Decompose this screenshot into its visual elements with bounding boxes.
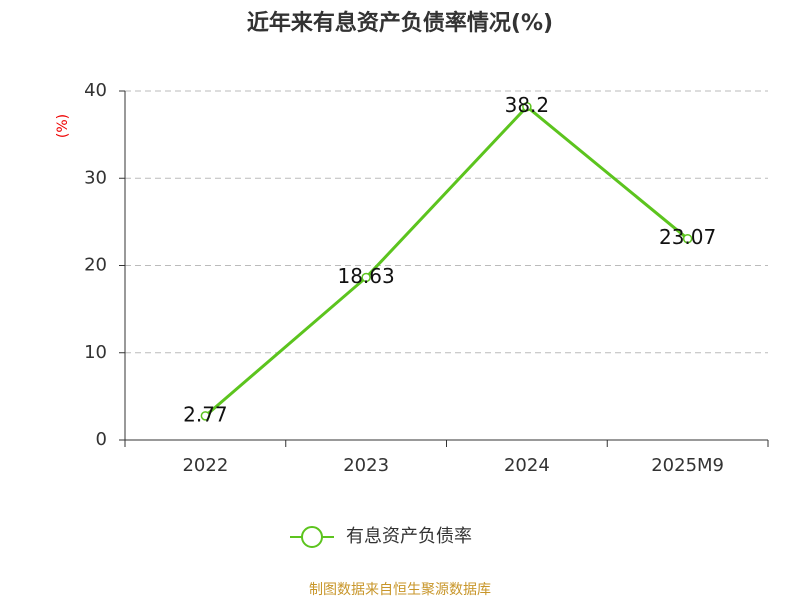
y-tick-label: 40 — [84, 80, 107, 101]
data-point — [200, 411, 211, 421]
data-point — [361, 272, 371, 283]
legend-label: 有息资产负债率 — [346, 526, 472, 547]
chart-title: 近年来有息资产负债率情况(%) — [247, 10, 553, 36]
x-tick-label: 2022 — [182, 455, 228, 476]
y-tick-label: 10 — [84, 342, 107, 363]
data-line — [204, 104, 689, 417]
data-label: 2.77 — [183, 402, 228, 426]
x-tick-label: 2025M9 — [651, 455, 724, 476]
y-axis-label: (%) — [55, 114, 71, 138]
y-tick-label: 20 — [84, 255, 107, 276]
data-label: 18.63 — [337, 264, 394, 288]
data-label: 23.07 — [659, 225, 716, 249]
x-tick-label: 2024 — [504, 455, 550, 476]
source-note: 制图数据来自恒生聚源数据库 — [309, 582, 491, 598]
legend-marker — [301, 526, 323, 548]
x-tick-label: 2023 — [343, 455, 389, 476]
data-point — [522, 101, 532, 112]
data-label: 38.2 — [505, 93, 550, 117]
y-tick-label: 30 — [84, 167, 107, 188]
data-point — [682, 233, 693, 244]
y-tick-label: 0 — [96, 429, 107, 450]
